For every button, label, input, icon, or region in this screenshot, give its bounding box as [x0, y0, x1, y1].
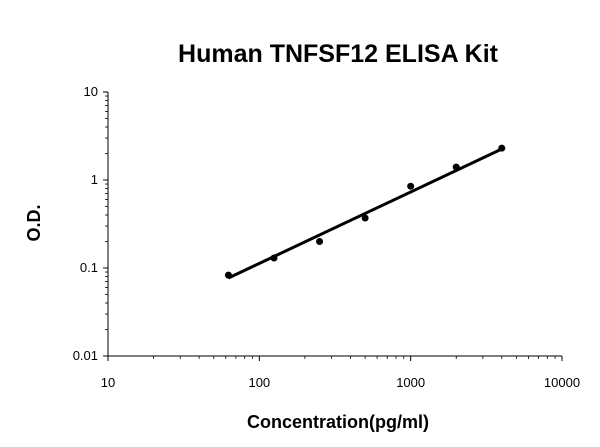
x-tick-label: 10	[101, 375, 115, 390]
x-tick-label: 1000	[396, 375, 425, 390]
y-tick-label: 1	[91, 172, 98, 187]
standard-curve-line	[227, 147, 503, 280]
x-tick-label: 10000	[544, 375, 580, 390]
data-point	[498, 144, 506, 152]
y-tick-label: 0.1	[80, 260, 98, 275]
plot-area: 0.01 0.1 1 10 10 100 1000 10000	[73, 84, 580, 390]
data-point	[452, 163, 460, 171]
data-point	[361, 214, 369, 222]
data-point	[316, 238, 324, 246]
y-tick-label: 0.01	[73, 348, 98, 363]
y-tick-label: 10	[84, 84, 98, 99]
x-tick-label: 100	[248, 375, 270, 390]
data-point	[224, 271, 232, 279]
data-point	[270, 254, 278, 262]
y-axis-label: O.D.	[24, 204, 44, 241]
x-axis-label: Concentration(pg/ml)	[247, 412, 429, 432]
data-point	[407, 182, 415, 190]
chart-title: Human TNFSF12 ELISA Kit	[178, 40, 499, 68]
